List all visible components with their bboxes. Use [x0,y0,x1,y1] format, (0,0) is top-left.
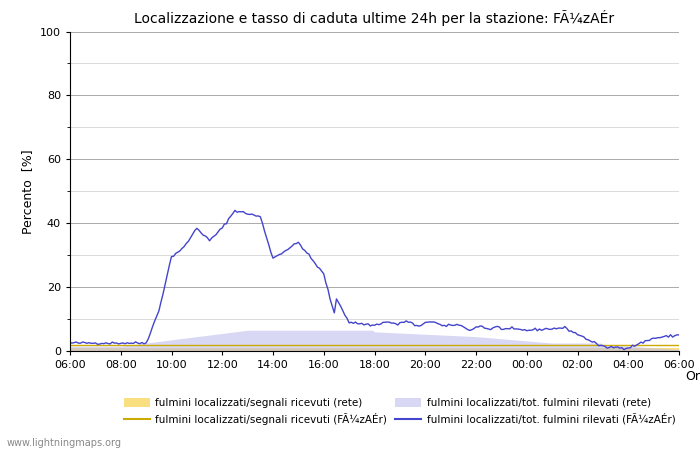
Y-axis label: Percento  [%]: Percento [%] [22,149,34,234]
Title: Localizzazione e tasso di caduta ultime 24h per la stazione: FÃ¼zAÉr: Localizzazione e tasso di caduta ultime … [134,10,615,26]
Legend: fulmini localizzati/segnali ricevuti (rete), fulmini localizzati/segnali ricevut: fulmini localizzati/segnali ricevuti (re… [124,398,676,425]
Text: www.lightningmaps.org: www.lightningmaps.org [7,438,122,448]
Text: Orario: Orario [685,370,700,383]
